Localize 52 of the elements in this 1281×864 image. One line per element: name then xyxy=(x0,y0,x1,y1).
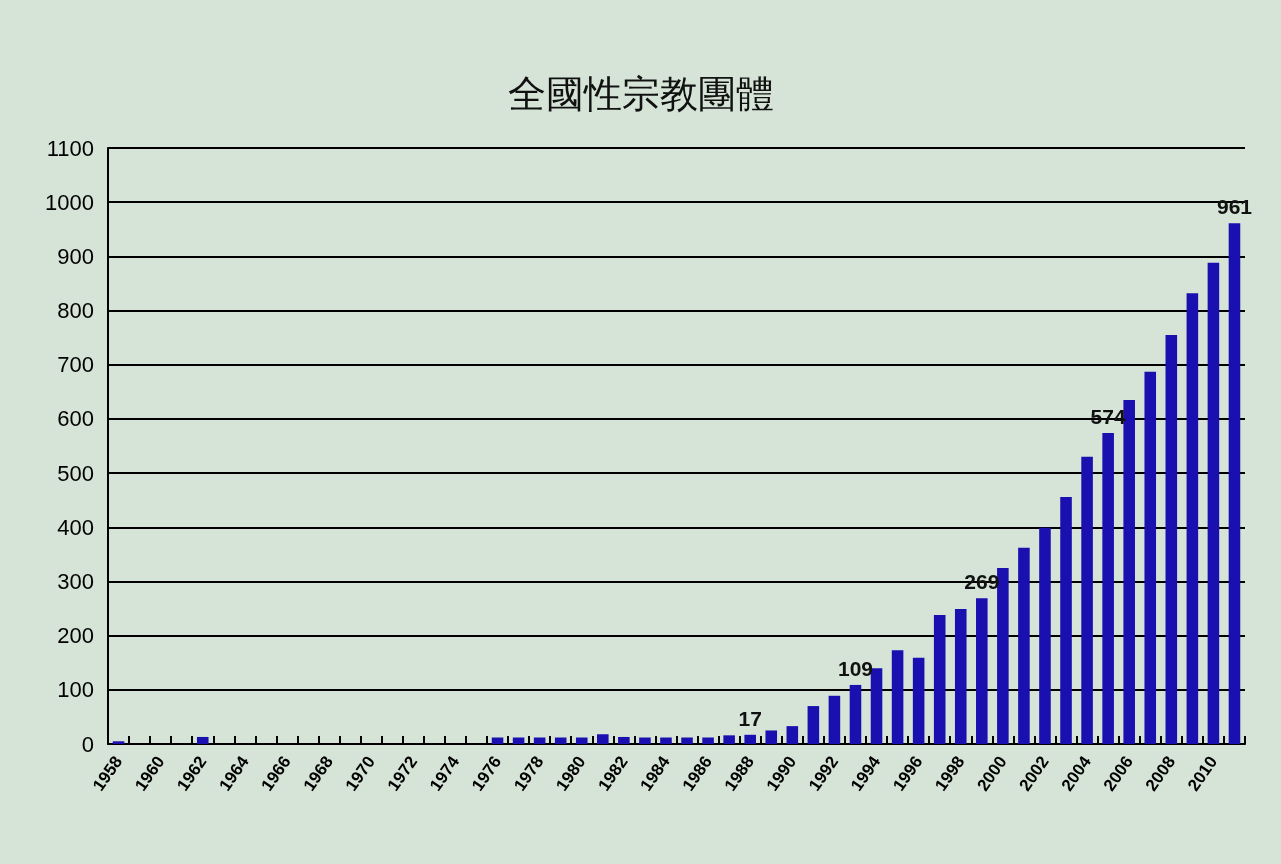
bar xyxy=(618,736,630,744)
bar xyxy=(533,737,546,744)
bar xyxy=(1081,456,1093,744)
data-label: 17 xyxy=(738,706,762,730)
bar xyxy=(976,598,988,744)
y-tick-label: 300 xyxy=(57,568,94,594)
bar xyxy=(870,668,883,744)
y-tick-label: 100 xyxy=(57,677,94,703)
bar xyxy=(807,706,820,744)
bar xyxy=(1018,547,1030,744)
y-tick-label: 1000 xyxy=(45,189,94,215)
bar xyxy=(933,615,946,744)
bar xyxy=(1207,262,1220,744)
bar xyxy=(554,737,567,744)
bar xyxy=(765,730,778,744)
bar xyxy=(828,695,841,744)
y-tick-label: 500 xyxy=(57,460,94,486)
bar xyxy=(639,737,651,744)
data-label: 109 xyxy=(837,656,873,680)
bar xyxy=(660,737,672,744)
bar xyxy=(849,684,862,744)
bar xyxy=(912,657,925,744)
bar xyxy=(1060,496,1072,744)
y-tick-label: 400 xyxy=(57,514,94,540)
bar xyxy=(744,734,756,744)
bar xyxy=(512,737,525,744)
y-tick-label: 700 xyxy=(57,352,94,378)
y-tick-label: 1100 xyxy=(46,135,94,161)
bar xyxy=(786,726,799,744)
bar xyxy=(997,567,1009,744)
bar xyxy=(1144,371,1157,744)
bar xyxy=(681,737,693,744)
y-tick-label: 900 xyxy=(57,243,94,269)
y-tick-label: 0 xyxy=(81,731,94,757)
y-tick-label: 600 xyxy=(57,406,94,432)
bar xyxy=(1102,433,1114,744)
bar xyxy=(112,741,125,744)
y-tick-label: 200 xyxy=(57,623,94,649)
bar xyxy=(575,737,588,744)
chart-title: 全國性宗教團體 xyxy=(507,72,774,116)
bar xyxy=(891,650,904,744)
bar xyxy=(1186,293,1199,744)
bar xyxy=(723,735,735,744)
y-tick-label: 800 xyxy=(57,298,94,324)
bar xyxy=(196,736,209,744)
bar xyxy=(491,737,504,744)
bar xyxy=(1228,223,1241,744)
bar xyxy=(1165,334,1178,744)
bar xyxy=(954,609,967,744)
bar xyxy=(702,737,714,744)
bar xyxy=(1039,527,1051,744)
bar xyxy=(597,734,609,744)
